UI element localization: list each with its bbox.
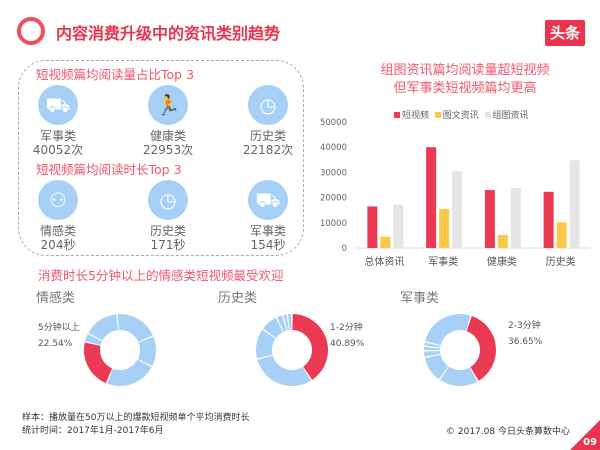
legend-item: 组图资讯 [484,111,529,121]
donut-title-military: 军事类 [400,291,440,306]
bar [510,188,521,248]
top-time-item: 军事类 154秒 [249,224,286,252]
top-time-heading: 短视频篇均阅读时长Top 3 [36,162,182,177]
bar [439,208,450,248]
bar [556,222,567,248]
donut-slice [292,314,329,380]
donut-label-military: 2-3分钟 36.65% [508,321,543,347]
page-title: 内容消费升级中的资讯类别趋势 [56,24,281,43]
bar [497,234,508,248]
copyright: © 2017.08 今日头条算数中心 [446,427,570,437]
bar [393,204,404,248]
donut-slice [424,354,449,380]
top-read-heading: 短视频篇均阅读量占比Top 3 [36,67,195,82]
donut-slice [107,359,152,387]
chart-title: 组图资讯篇均阅读量超短视频 但军事类短视频篇均更高 [330,62,600,98]
x-tick-label: 军事类 [428,255,458,268]
y-tick-label: 50000 [320,118,347,128]
page-corner [570,420,600,450]
donut-slice [424,342,441,348]
donut-label-history: 1-2分钟 40.89% [330,323,365,349]
donut-slice [287,314,292,331]
donut-slice [257,355,311,386]
donut-slice [425,313,471,346]
bar [367,206,378,248]
bar [543,191,554,248]
x-tick-label: 总体资讯 [364,255,404,268]
chart-title-line1: 组图资讯篇均阅读量超短视频 [380,63,550,78]
bulldozer-icon: ⛟ [38,85,78,125]
clock-icon: ◷ [248,85,288,125]
donut-slice [424,347,441,351]
bar [380,236,391,248]
bulldozer-icon: ⛟ [248,180,288,220]
couple-icon: ⚇ [38,180,78,220]
top-read-item: 健康类 22953次 [142,129,194,157]
donut-slice [137,336,157,366]
bar [452,171,463,248]
top-time-item: 历史类 171秒 [149,224,186,252]
donut-label-emotion: 5分钟以上 22.54% [38,323,80,349]
donut-slice [84,342,113,384]
donut-title-history: 历史类 [218,291,258,306]
donut-slice [466,316,497,381]
donut-slice [88,314,118,341]
bar [484,190,495,248]
legend-item: 短视频 [394,111,429,121]
top3-panel [18,60,304,256]
donut-slice [263,317,283,339]
clock-icon: ◷ [148,180,188,220]
y-tick-label: 0 [342,244,347,254]
bar [426,147,437,248]
y-tick-label: 10000 [320,219,347,229]
donut-slice [440,366,478,387]
y-tick-label: 30000 [320,168,347,178]
bar [569,160,580,248]
y-tick-label: 20000 [320,194,347,204]
donut-slice [256,329,276,359]
donut-slice [283,314,289,331]
runner-icon: 🏃 [148,85,188,125]
donut-slice [117,314,153,342]
footnote: 样本：播放量在50万以上的爆款短视频单个平均消费时长 统计时间：2017年1月-2… [22,413,250,436]
donut-slice [424,350,441,357]
x-tick-label: 健康类 [487,255,517,268]
donut-slice [277,315,287,332]
toutiao-logo: 头条 [545,20,585,46]
title-ring-icon [17,17,45,45]
chart-subtitle: 但军事类短视频篇均更高 [393,81,537,96]
chart-legend: 短视频 图文资讯 组图资讯 [394,108,529,121]
top-read-item: 军事类 40052次 [32,129,84,157]
legend-item: 图文资讯 [434,111,479,121]
page-number: 09 [583,437,597,448]
top-time-item: 情感类 204秒 [39,224,76,252]
y-tick-label: 40000 [320,143,347,153]
top-read-item: 历史类 22182次 [242,129,294,157]
donut-slice [85,334,103,346]
donut-title-emotion: 情感类 [36,291,76,306]
donut-heading: 消费时长5分钟以上的情感类短视频最受欢迎 [38,268,284,283]
x-tick-label: 历史类 [546,255,576,268]
